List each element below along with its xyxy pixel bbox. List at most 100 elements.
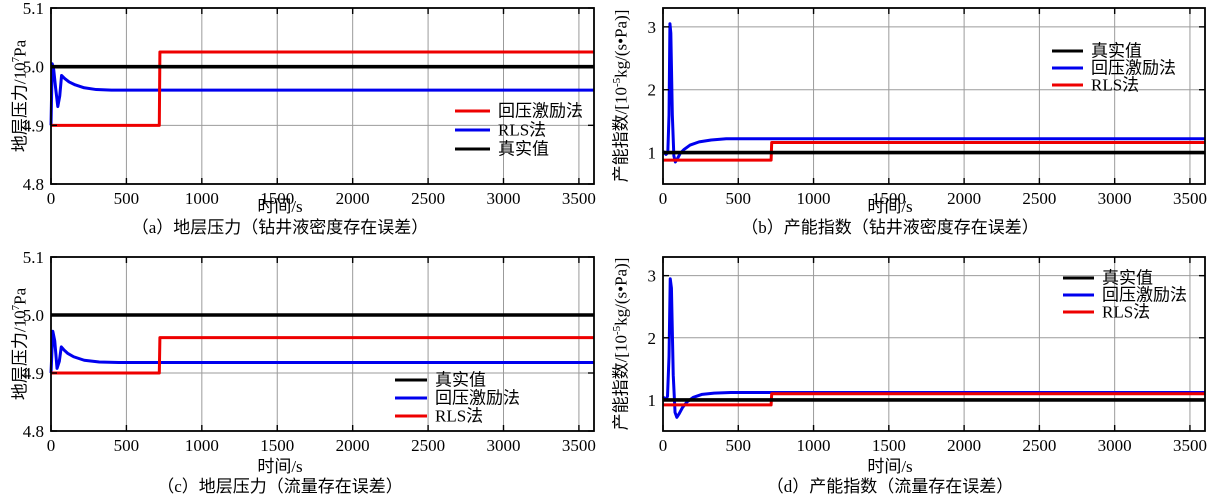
x-tick-label: 2500 [1022, 189, 1056, 208]
legend-label: 真实值 [1102, 269, 1153, 288]
y-tick-label: 2 [648, 81, 657, 100]
chart-panel-b: 0 500 1000 1500 2000 2500 3000 3500 1 2 3 真实值 回压激励法 R… [605, 0, 1210, 245]
x-tick-label: 500 [726, 189, 752, 208]
legend-label: RLS法 [1091, 76, 1139, 95]
x-tick-label: 2500 [411, 189, 445, 208]
y-tick-label: 5.1 [23, 248, 44, 267]
y-axis-label-unit: Pa [10, 287, 30, 305]
x-tick-label: 2500 [1022, 436, 1056, 455]
y-axis-label-unit: kg/(s•Pa)] [611, 257, 631, 326]
x-tick-label: 3500 [562, 189, 596, 208]
x-tick-label: 500 [114, 189, 140, 208]
caption-c: （c）地层压力（流量存在误差） [157, 477, 403, 496]
x-tick-label: 1500 [872, 189, 906, 208]
x-tick-label: 1500 [872, 436, 906, 455]
y-tick-label: 4.8 [23, 422, 44, 441]
x-tick-label: 2500 [411, 436, 445, 455]
x-tick-label: 3500 [1173, 189, 1207, 208]
x-tick-label: 1000 [797, 436, 831, 455]
series-line-回压激励法 [49, 329, 594, 374]
plot-area-d: 0 500 1000 1500 2000 2500 3000 3500 1 2 3 真实值回压激励法R… [648, 256, 1207, 455]
x-tick-label: 1500 [260, 436, 294, 455]
x-tick-label: 0 [47, 189, 56, 208]
legend-label: 回压激励法 [1091, 59, 1176, 78]
x-tick-label: 2000 [336, 436, 370, 455]
x-tick-label: 3000 [487, 436, 521, 455]
x-tick-label: 0 [47, 436, 56, 455]
axis-box [662, 256, 1206, 432]
y-tick-label: 4.9 [23, 116, 44, 135]
axis-box [50, 256, 595, 432]
x-tick-label: 0 [659, 436, 668, 455]
chart-panel-a: 0 500 1000 1500 2000 2500 3000 3500 4.8 4.9 5.0 5.1… [0, 0, 605, 245]
y-axis-label-d: 产能指数/[10-5kg/(s•Pa)] [611, 257, 631, 431]
plot-area-a: 0 500 1000 1500 2000 2500 3000 3500 4.8 4.9 5.0 5.1… [23, 0, 596, 208]
x-tick-label: 2000 [947, 436, 981, 455]
y-axis-label-text: 地层压力/10 [10, 310, 30, 401]
y-tick-label: 2 [648, 329, 657, 348]
legend-label: 真实值 [498, 140, 549, 159]
axis-box [50, 7, 595, 185]
y-axis-label-text: 产能指数/[10 [611, 335, 631, 431]
x-tick-label: 3500 [1173, 436, 1207, 455]
y-axis-label-exponent: 7 [9, 56, 22, 63]
x-tick-label: 500 [726, 436, 752, 455]
caption-d: （d）产能指数（流量存在误差） [766, 477, 1014, 496]
y-axis-label-unit: kg/(s•Pa)] [611, 9, 631, 78]
legend-label: 真实值 [435, 371, 486, 390]
legend-label: 回压激励法 [498, 102, 583, 121]
x-tick-label: 1000 [797, 189, 831, 208]
x-tick-label: 1500 [260, 189, 294, 208]
y-tick-label: 5.1 [23, 0, 44, 18]
x-axis-label-c: 时间/s [257, 457, 303, 476]
series-line-回压激励法 [661, 22, 1205, 164]
y-tick-label: 1 [648, 391, 657, 410]
x-tick-label: 3000 [487, 189, 521, 208]
series-line-RLS法 [49, 62, 594, 126]
series-line-回压激励法 [661, 277, 1205, 419]
legend-label: RLS法 [1102, 303, 1150, 322]
legend-label: RLS法 [498, 121, 546, 140]
x-tick-label: 3000 [1098, 189, 1132, 208]
y-axis-label-exponent: 7 [9, 304, 22, 311]
x-axis-label-d: 时间/s [867, 457, 913, 476]
y-tick-label: 3 [648, 18, 657, 37]
y-axis-label-c: 地层压力/107Pa [9, 287, 30, 401]
legend-label: 回压激励法 [435, 389, 520, 408]
caption-a: （a）地层压力（钻井液密度存在误差） [131, 218, 429, 237]
caption-b: （b）产能指数（钻井液密度存在误差） [741, 218, 1039, 237]
y-axis-label-exponent: -5 [610, 77, 623, 88]
y-axis-label-unit: Pa [10, 39, 30, 57]
y-tick-label: 4.8 [23, 175, 44, 194]
x-tick-label: 0 [659, 189, 668, 208]
y-axis-label-b: 产能指数/[10-5kg/(s•Pa)] [610, 9, 631, 183]
x-tick-label: 1000 [185, 436, 219, 455]
y-tick-label: 5.0 [23, 58, 44, 77]
x-tick-label: 3500 [562, 436, 596, 455]
y-tick-label: 4.9 [23, 364, 44, 383]
y-axis-label-a: 地层压力/107Pa [9, 39, 30, 152]
x-tick-label: 2000 [947, 189, 981, 208]
plot-area-c: 0 500 1000 1500 2000 2500 3000 3500 4.8 4.9 5.0 5.1… [23, 248, 596, 455]
x-tick-label: 1000 [185, 189, 219, 208]
series-line-RLS法 [51, 336, 594, 375]
axis-box [662, 7, 1206, 185]
x-tick-label: 2000 [336, 189, 370, 208]
chart-panel-d: 0 500 1000 1500 2000 2500 3000 3500 1 2 3 真实值 回压激励法 R… [605, 245, 1210, 499]
x-tick-label: 500 [114, 436, 140, 455]
y-tick-label: 1 [648, 144, 657, 163]
y-tick-label: 3 [648, 267, 657, 286]
x-axis-label-a: 时间/s [257, 197, 303, 216]
chart-panel-c: 0 500 1000 1500 2000 2500 3000 3500 4.8 4.9 5.0 5.1… [0, 245, 605, 499]
legend-label: 回压激励法 [1102, 286, 1187, 305]
y-tick-label: 5.0 [23, 306, 44, 325]
legend-label: RLS法 [435, 407, 483, 426]
plot-area-b: 0 500 1000 1500 2000 2500 3000 3500 1 2 3 真实值回压激励法R… [648, 7, 1207, 208]
x-tick-label: 3000 [1098, 436, 1132, 455]
x-axis-label-b: 时间/s [867, 197, 913, 216]
